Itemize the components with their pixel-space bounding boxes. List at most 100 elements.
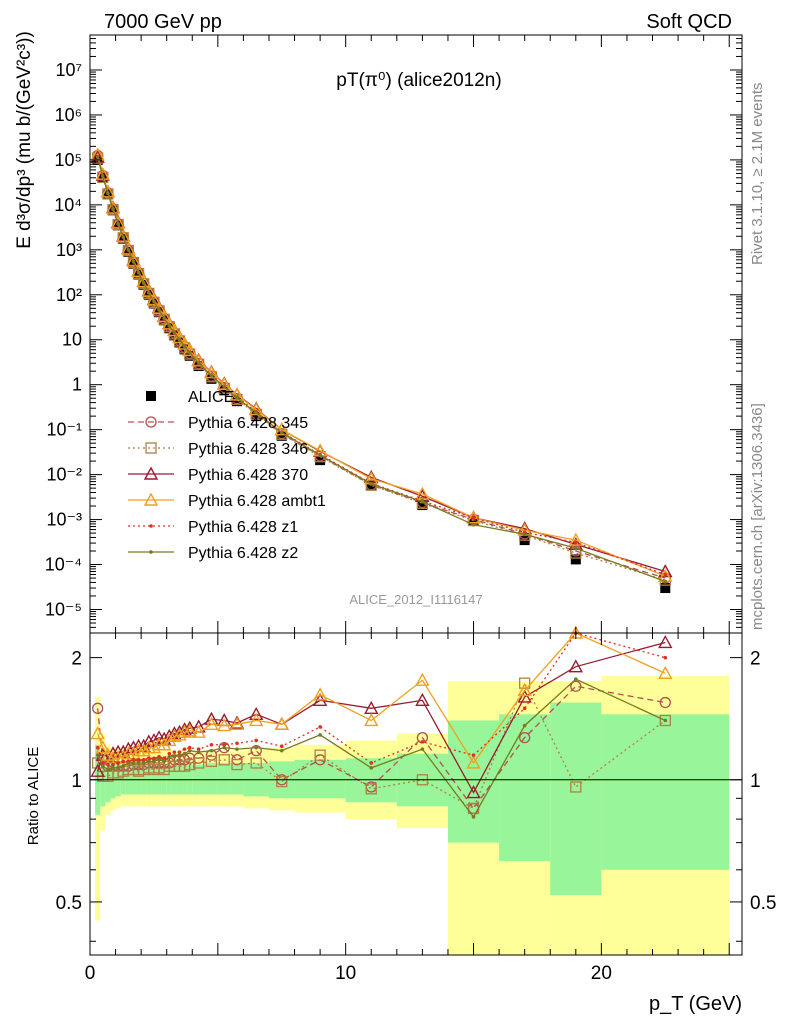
series-line [97, 156, 666, 576]
data-point [231, 758, 243, 771]
data-point [182, 720, 197, 734]
data-point [205, 755, 218, 768]
mcplots-reference: mcplots.cern.ch [arXiv:1306.3436] [749, 403, 766, 630]
data-point [660, 583, 671, 594]
data-point [235, 741, 239, 746]
series-pythia-6-428-ambt1 [90, 147, 673, 582]
inner-band [550, 702, 602, 896]
legend-entry: Pythia 6.428 ambt1 [128, 492, 326, 510]
data-point [659, 714, 671, 727]
data-point [157, 754, 161, 759]
plot-title: pT(π⁰) (alice2012n) [336, 70, 501, 91]
series-pythia-6-428-z1 [95, 631, 668, 767]
data-point [187, 350, 192, 355]
data-point [90, 149, 105, 163]
data-point [121, 235, 126, 240]
data-point [92, 702, 104, 714]
data-point [141, 761, 146, 765]
data-point [519, 677, 531, 689]
data-point [131, 761, 136, 765]
data-point [250, 744, 262, 757]
ratio-y-tick-label-right: 2 [750, 649, 761, 670]
data-point [167, 323, 182, 337]
data-point [235, 396, 239, 400]
data-point [420, 740, 425, 744]
data-point [121, 241, 136, 255]
data-point [365, 783, 377, 795]
data-point [182, 751, 187, 756]
data-point [204, 716, 219, 731]
data-point [126, 253, 141, 267]
data-point [517, 683, 532, 697]
data-point [369, 482, 374, 486]
data-point [663, 579, 668, 584]
data-point [466, 785, 481, 799]
data-point [147, 756, 151, 761]
data-point [222, 384, 227, 389]
y-tick-label: 10⁶ [55, 105, 82, 125]
data-point [570, 680, 582, 692]
legend-marker [146, 391, 156, 401]
y-tick-label: 10⁵ [55, 150, 82, 170]
data-point [90, 726, 105, 740]
data-point [157, 758, 161, 762]
data-point [209, 742, 214, 747]
data-point [141, 281, 146, 285]
data-point [420, 747, 425, 751]
x-axis-label: p_T (GeV) [649, 993, 742, 1015]
data-point [471, 522, 476, 527]
data-point [95, 155, 100, 159]
legend-entry: Pythia 6.428 z1 [128, 519, 298, 536]
data-point [172, 750, 177, 754]
data-point [249, 402, 264, 416]
data-point [167, 728, 182, 742]
ratio-y-tick-label: 1 [71, 771, 82, 792]
data-point [136, 274, 151, 288]
data-point [131, 264, 146, 278]
data-point [133, 269, 144, 280]
y-tick-label: 10⁷ [55, 60, 82, 80]
data-point [415, 692, 430, 706]
data-point [568, 532, 583, 546]
y-tick-label: 10³ [56, 240, 82, 260]
data-point [167, 751, 172, 756]
series-pythia-6-428-345 [92, 149, 671, 584]
data-point [105, 200, 121, 214]
y-tick-label: 10⁻⁴ [45, 555, 82, 575]
data-point [152, 759, 156, 764]
series-line [97, 157, 666, 583]
data-point [106, 767, 110, 772]
data-point [522, 706, 527, 711]
data-point [111, 207, 115, 212]
data-point [95, 166, 110, 180]
legend-entry: Pythia 6.428 345 [128, 415, 308, 432]
ratio-uncertainty-bands [95, 676, 730, 955]
inner-band [294, 759, 346, 799]
data-point [574, 546, 578, 551]
data-point [143, 289, 154, 300]
legend-label: Pythia 6.428 345 [188, 415, 308, 432]
legend-label: ALICE [188, 389, 234, 406]
main-y-axis-label: E d³σ/dp³ (mu b/(GeV²c³)) [14, 31, 35, 249]
data-point [152, 299, 156, 304]
data-point [123, 246, 134, 257]
ratio-frame [89, 632, 743, 956]
data-point [177, 724, 192, 738]
ratio-y-tick-label: 0.5 [56, 893, 82, 914]
data-point [187, 748, 192, 753]
data-point [274, 716, 289, 731]
data-point [364, 713, 379, 727]
data-point [658, 634, 673, 649]
series-pythia-6-428-z2 [95, 155, 668, 584]
data-point [162, 316, 166, 321]
data-point [276, 430, 287, 441]
x-tick-label: 20 [591, 963, 612, 984]
data-point [471, 815, 476, 819]
data-point [95, 740, 110, 754]
legend-marker [149, 550, 153, 554]
data-point [663, 572, 668, 577]
analysis-id: ALICE_2012_I1116147 [349, 592, 482, 607]
data-point [182, 723, 197, 737]
y-tick-label: 10⁻¹ [46, 420, 82, 440]
data-point [146, 732, 162, 747]
